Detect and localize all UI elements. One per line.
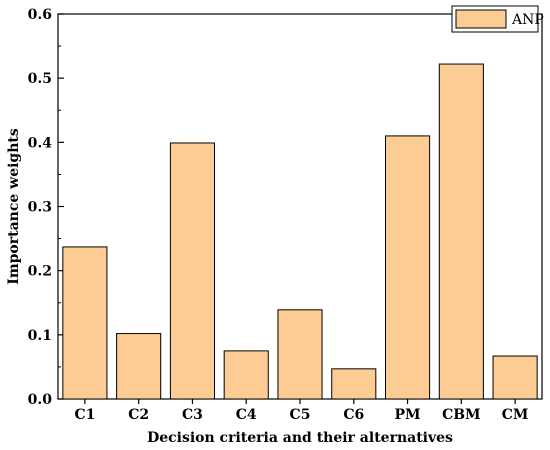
x-tick-label: CM — [502, 407, 529, 423]
legend-swatch — [455, 9, 507, 29]
x-tick-label: C5 — [290, 407, 311, 423]
bar-cbm — [438, 63, 484, 400]
y-tick-label: 0.6 — [28, 7, 52, 23]
y-axis: 0.0 0.1 0.2 0.3 0.4 0.5 0.6 — [28, 7, 64, 408]
x-tick-label: C3 — [182, 407, 203, 423]
bar-c6 — [331, 368, 377, 400]
y-axis-title: Importance weights — [6, 128, 22, 285]
bar-c4 — [223, 350, 269, 400]
bar-c1 — [62, 246, 108, 400]
x-tick-label: CBM — [442, 407, 480, 423]
x-axis: C1 C2 C3 C4 C5 C6 PM CBM CM — [74, 399, 528, 423]
legend-label: ANP — [511, 12, 544, 28]
x-tick-label: PM — [395, 407, 421, 423]
bar-pm — [385, 135, 431, 400]
y-tick-label: 0.2 — [28, 264, 52, 280]
x-tick-label: C6 — [343, 407, 364, 423]
x-tick-label: C1 — [74, 407, 95, 423]
y-tick-label: 0.4 — [28, 135, 53, 151]
legend[interactable]: ANP — [451, 5, 544, 33]
x-axis-title: Decision criteria and their alternatives — [147, 430, 453, 446]
bar-c2 — [116, 333, 162, 400]
bar-cm — [492, 355, 538, 400]
bar-c3 — [169, 142, 215, 400]
y-tick-label: 0.1 — [28, 328, 52, 344]
y-tick-label: 0.0 — [28, 392, 53, 408]
bar-c5 — [277, 309, 323, 400]
bars-group — [62, 63, 538, 400]
y-tick-label: 0.5 — [28, 71, 52, 87]
y-tick-label: 0.3 — [28, 200, 52, 216]
x-tick-label: C4 — [236, 407, 257, 423]
x-tick-label: C2 — [128, 407, 149, 423]
